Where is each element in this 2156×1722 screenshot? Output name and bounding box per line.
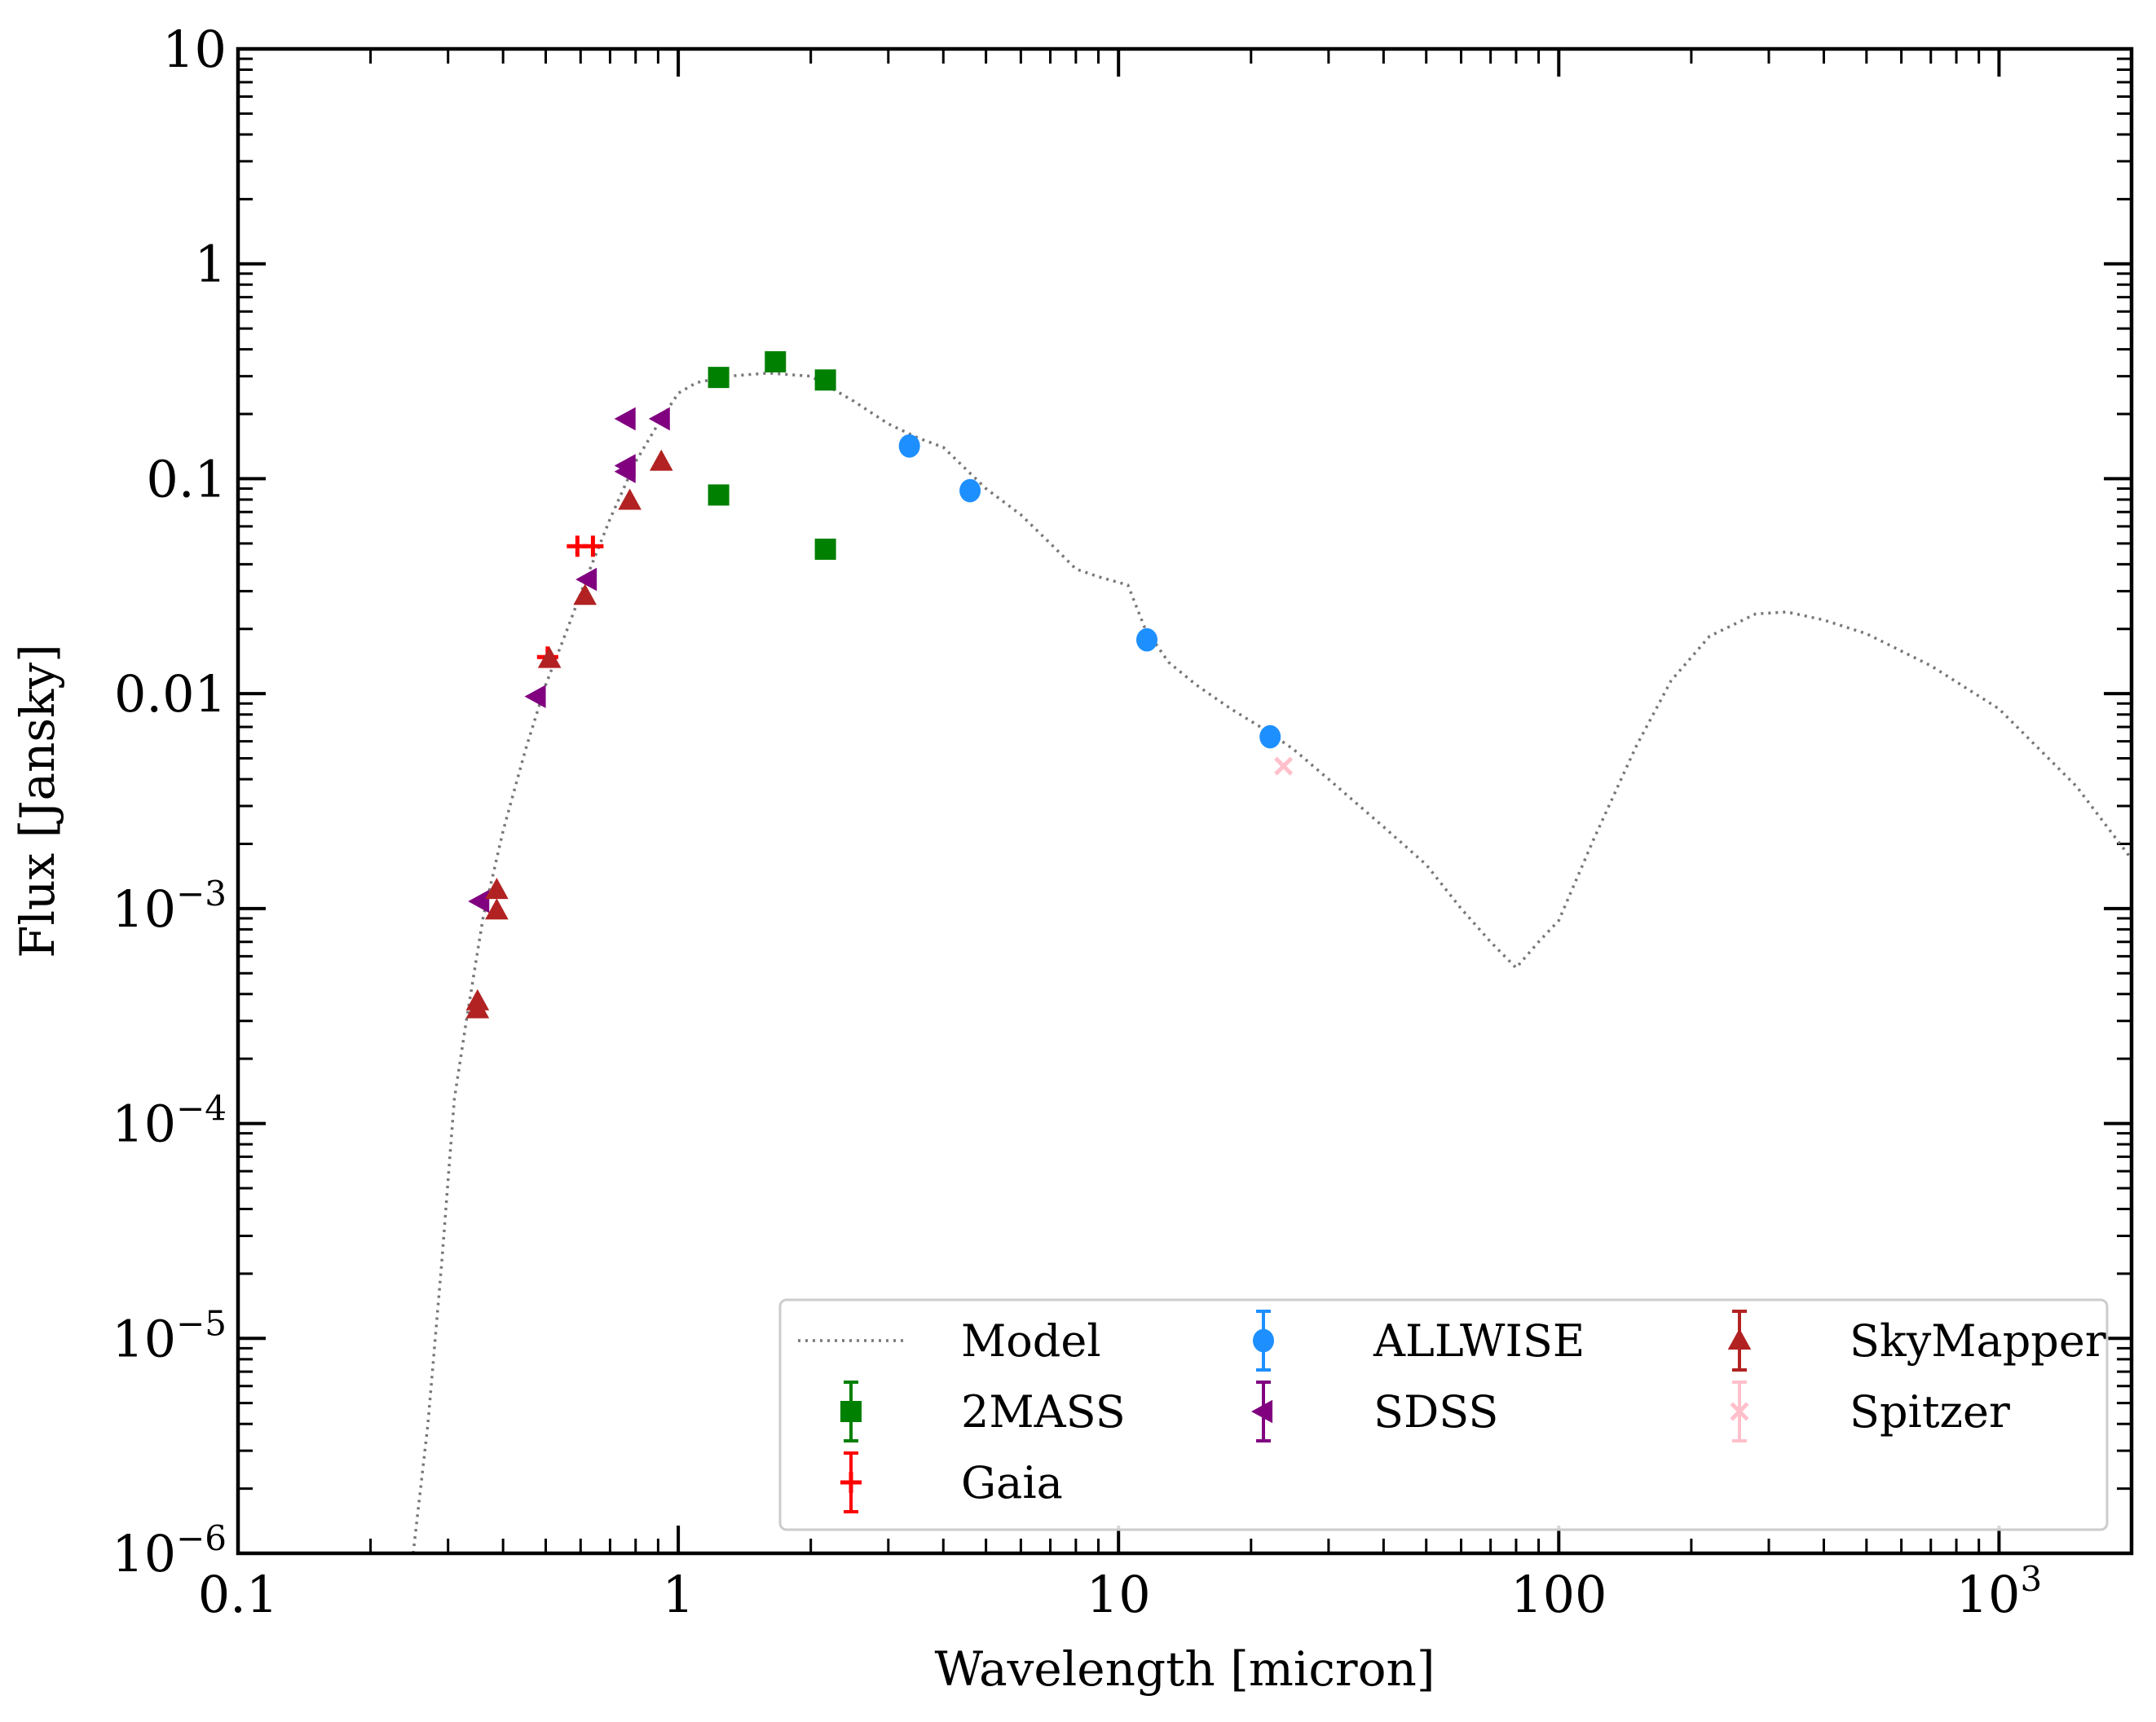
- gaia-point: [582, 535, 604, 557]
- legend-label-gaia: Gaia: [961, 1457, 1063, 1508]
- legend-marker-skymapper: [1727, 1328, 1752, 1350]
- 2mass-point: [708, 484, 730, 506]
- legend-marker-gaia: [840, 1472, 862, 1493]
- y-tick-labels: 10 1 0.1 0.01 10−3 10−4 10−5 10−6: [112, 20, 227, 1583]
- skymapper-point: [465, 997, 490, 1019]
- x-tick-label: 0.1: [198, 1565, 279, 1624]
- model-line: [412, 372, 2133, 1554]
- legend-marker-allwise: [1253, 1328, 1274, 1353]
- sdss-point: [575, 567, 597, 592]
- skymapper-point: [618, 488, 642, 510]
- skymapper-point: [649, 449, 673, 471]
- 2mass-point: [765, 350, 787, 372]
- y-tick-label: 0.01: [114, 664, 227, 724]
- data-points: [465, 350, 1294, 1019]
- legend-label-sdss: SDSS: [1373, 1386, 1498, 1438]
- y-tick-label: 10−4: [112, 1089, 227, 1154]
- legend-item-sdss: SDSS: [1251, 1381, 1498, 1442]
- legend-marker-spitzer: [1730, 1402, 1749, 1421]
- legend-items: 2MASS Gaia ALLWISE SDSS SkyMapper Spitzer: [840, 1310, 2106, 1513]
- legend-label-allwise: ALLWISE: [1373, 1315, 1585, 1367]
- legend-marker-sdss: [1251, 1399, 1273, 1424]
- allwise-point: [1259, 724, 1281, 749]
- y-tick-label: 10: [162, 20, 227, 79]
- x-tick-labels: 0.1 1 10 100 103: [198, 1559, 2043, 1624]
- series-allwise: [898, 434, 1281, 749]
- legend-box: [778, 1298, 2109, 1531]
- plot-frame: [236, 46, 2134, 1556]
- x-tick-label: 100: [1510, 1565, 1607, 1624]
- series-sdss: [468, 407, 670, 914]
- skymapper-point: [573, 584, 597, 606]
- skymapper-point: [485, 878, 509, 900]
- legend-label-skymapper: SkyMapper: [1850, 1315, 2106, 1367]
- legend-item-spitzer: Spitzer: [1730, 1381, 2010, 1442]
- sdss-point: [614, 460, 636, 483]
- 2mass-point: [814, 369, 836, 391]
- y-tick-label: 10−3: [112, 874, 227, 939]
- x-tick-label: 103: [1956, 1559, 2043, 1624]
- allwise-point: [1136, 628, 1158, 652]
- x-tick-label: 1: [662, 1565, 694, 1624]
- legend-item-gaia: Gaia: [840, 1451, 1063, 1513]
- y-tick-label: 10−5: [112, 1303, 227, 1368]
- series-2mass: [708, 350, 836, 560]
- 2mass-point: [814, 538, 836, 560]
- series-spitzer: [1274, 756, 1294, 776]
- sdss-point: [468, 889, 490, 914]
- 2mass-point: [708, 367, 730, 389]
- legend-label-2mass: 2MASS: [961, 1386, 1126, 1438]
- x-tick-label: 10: [1087, 1565, 1151, 1624]
- legend: Model 2MASS Gaia ALLWISE SDSS SkyMapper Spitz…: [778, 1298, 2109, 1531]
- y-tick-label: 1: [195, 235, 227, 294]
- series-skymapper: [465, 449, 673, 1019]
- y-axis-title: Flux [Jansky]: [10, 644, 65, 958]
- spitzer-point: [1274, 756, 1294, 776]
- minor-ticks: [238, 49, 2133, 1553]
- legend-marker-2mass: [840, 1401, 862, 1422]
- legend-item-2mass: 2MASS: [840, 1381, 1126, 1442]
- skymapper-point: [537, 646, 562, 668]
- legend-label-model: Model: [961, 1315, 1101, 1367]
- allwise-point: [898, 434, 920, 458]
- sdss-point: [648, 407, 670, 431]
- sdss-point: [614, 407, 636, 431]
- skymapper-point: [485, 898, 509, 920]
- allwise-point: [959, 478, 981, 503]
- plot-area: [412, 350, 2133, 1554]
- legend-label-spitzer: Spitzer: [1850, 1386, 2010, 1438]
- sdss-point: [524, 685, 546, 708]
- x-axis-title: Wavelength [micron]: [935, 1641, 1435, 1697]
- legend-item-allwise: ALLWISE: [1253, 1310, 1585, 1372]
- y-tick-label: 10−6: [112, 1518, 227, 1583]
- legend-item-skymapper: SkyMapper: [1727, 1310, 2106, 1372]
- y-tick-label: 0.1: [146, 449, 227, 509]
